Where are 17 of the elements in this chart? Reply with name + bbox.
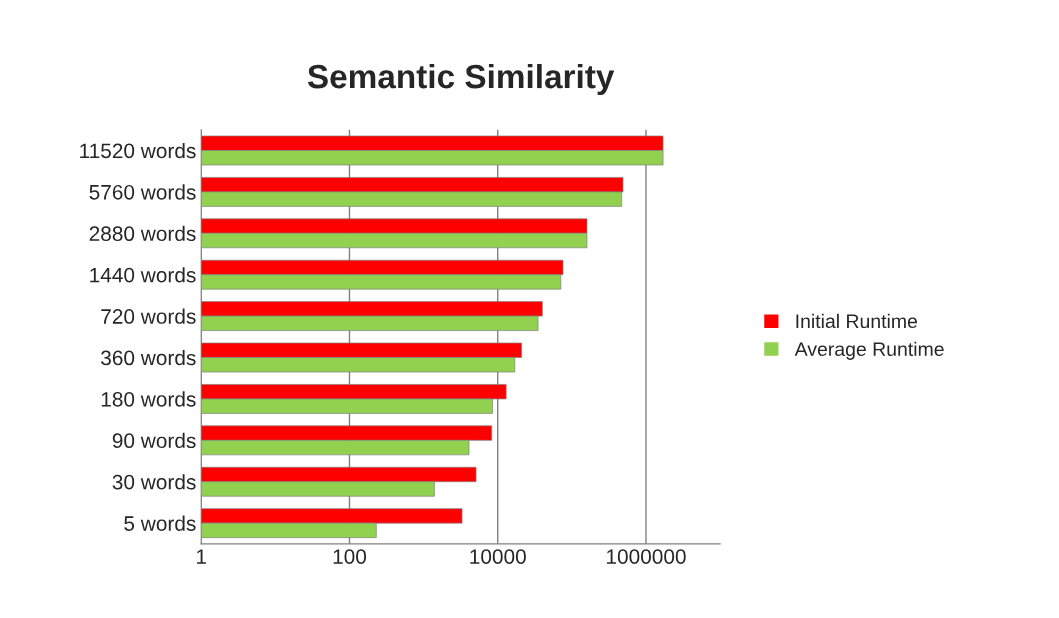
x-tick-label: 100 (333, 549, 367, 564)
x-tick-label: 1000000 (607, 549, 686, 564)
y-tick-label: 180 words (101, 391, 196, 407)
x-tick-label: 10000 (470, 549, 526, 564)
y-tick-label: 90 words (112, 432, 196, 449)
legend-label: Initial Runtime (796, 313, 918, 329)
y-tick-label: 30 words (112, 474, 196, 490)
y-tick-label: 2880 words (89, 225, 196, 242)
chart-title: Semantic Similarity (307, 63, 615, 96)
y-tick-label: 360 words (101, 349, 196, 366)
y-tick-label: 720 words (101, 308, 196, 324)
y-tick-label: 1440 words (90, 267, 196, 283)
legend-label: Average Runtime (794, 341, 944, 360)
y-tick-label: 5760 words (89, 184, 196, 200)
y-tick-label: 5 words (124, 515, 196, 531)
x-tick-label: 1 (197, 549, 206, 564)
y-tick-label: 11520 words (80, 142, 196, 159)
